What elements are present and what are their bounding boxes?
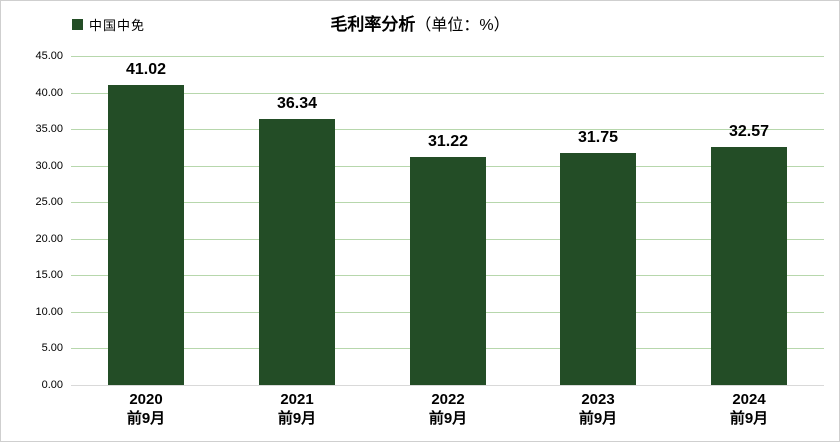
x-axis-tick-line: 2021 [280, 391, 314, 408]
y-axis-tick-label: 0.00 [41, 379, 63, 391]
y-axis-tick-label: 20.00 [35, 233, 63, 245]
x-axis-tick-label: 2022 前9月 [378, 390, 518, 428]
x-axis-tick-line: 2024 [732, 391, 766, 408]
y-axis-tick-label: 30.00 [35, 160, 63, 172]
x-axis-tick-label: 2024 前9月 [679, 390, 819, 428]
bar-value-label: 31.22 [427, 133, 469, 150]
x-axis-line [71, 385, 824, 386]
legend: 中国中免 [72, 15, 145, 34]
bar [108, 85, 184, 385]
y-axis-tick-label: 10.00 [35, 306, 63, 318]
y-axis-tick-label: 45.00 [35, 50, 63, 62]
bar [410, 157, 486, 385]
gridline [71, 93, 824, 94]
bar [711, 147, 787, 385]
gridline [71, 129, 824, 130]
x-axis-tick-label: 2021 前9月 [227, 390, 367, 428]
x-axis-tick-line: 2023 [581, 391, 615, 408]
chart-title: 毛利率分析（单位：%） [330, 10, 509, 35]
legend-swatch-icon [72, 19, 83, 30]
bar-value-label: 32.57 [728, 123, 770, 140]
y-axis-tick-label: 5.00 [41, 342, 63, 354]
legend-label: 中国中免 [89, 18, 146, 33]
x-axis-tick-label: 2020 前9月 [76, 390, 216, 428]
bar-value-label: 31.75 [577, 129, 619, 146]
x-axis-tick-line: 前9月 [126, 410, 166, 427]
x-axis-tick-line: 前9月 [729, 410, 769, 427]
x-axis-tick-line: 2020 [129, 391, 163, 408]
bar [560, 153, 636, 385]
y-axis-tick-label: 35.00 [35, 123, 63, 135]
bar [259, 119, 335, 385]
gridline [71, 56, 824, 57]
bar-value-label: 36.34 [276, 95, 318, 112]
bar-value-label: 41.02 [125, 61, 167, 78]
chart-title-main: 毛利率分析 [330, 15, 416, 34]
y-axis-tick-label: 25.00 [35, 196, 63, 208]
x-axis-tick-line: 前9月 [578, 410, 618, 427]
x-axis-tick-line: 2022 [431, 391, 465, 408]
x-axis-tick-line: 前9月 [277, 410, 317, 427]
y-axis-tick-label: 15.00 [35, 269, 63, 281]
y-axis-tick-label: 40.00 [35, 87, 63, 99]
chart-title-suffix: （单位：%） [415, 17, 510, 34]
x-axis-tick-label: 2023 前9月 [528, 390, 668, 428]
x-axis-tick-line: 前9月 [428, 410, 468, 427]
